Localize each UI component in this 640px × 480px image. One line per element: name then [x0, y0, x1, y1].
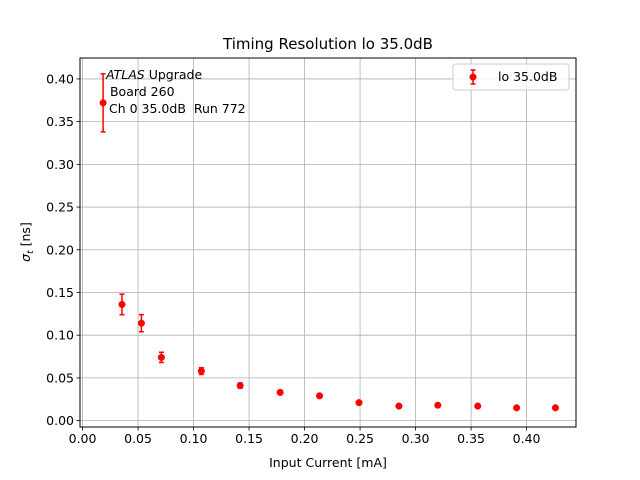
y-axis-label-unit: [ns] — [18, 222, 33, 250]
data-point — [236, 382, 244, 390]
annotation-line-1: ATLAS Upgrade — [105, 67, 202, 82]
annotation-upgrade: Upgrade — [145, 67, 203, 82]
data-point — [99, 99, 107, 107]
annotation: ATLAS Upgrade Board 260 Ch 0 35.0dB Run … — [105, 67, 246, 116]
x-tick-label: 0.10 — [180, 431, 208, 446]
x-tick-label: 0.25 — [346, 431, 374, 446]
data-point — [551, 404, 560, 412]
x-axis-label: Input Current [mA] — [269, 455, 387, 470]
x-tick-label: 0.05 — [124, 431, 152, 446]
data-point — [157, 353, 165, 361]
data-point — [395, 402, 403, 410]
y-axis-label: σt [ns] — [18, 222, 36, 262]
data-point — [197, 367, 205, 375]
x-tick-label: 0.30 — [402, 431, 430, 446]
y-axis: 0.00 0.05 0.10 0.15 0.20 0.25 0.30 0.35 0.40 — [46, 71, 80, 428]
annotation-line-2: Board 260 — [106, 84, 175, 99]
x-tick-label: 0.20 — [291, 431, 319, 446]
y-axis-label-symbol: σ — [18, 253, 33, 262]
y-tick-label: 0.30 — [46, 157, 74, 172]
grid — [80, 58, 576, 427]
y-tick-label: 0.00 — [46, 413, 74, 428]
x-tick-label: 0.00 — [69, 431, 97, 446]
x-tick-label: 0.35 — [457, 431, 485, 446]
data-point — [355, 399, 363, 407]
x-tick-label: 0.40 — [513, 431, 541, 446]
x-axis: 0.00 0.05 0.10 0.15 0.20 0.25 0.30 0.35 0.40 — [69, 427, 541, 446]
legend-label: lo 35.0dB — [498, 69, 557, 84]
data-series — [99, 73, 560, 412]
data-point — [118, 300, 126, 308]
y-tick-label: 0.10 — [46, 328, 74, 343]
legend-marker — [469, 69, 477, 85]
legend: lo 35.0dB — [452, 63, 570, 91]
data-point — [474, 402, 482, 410]
annotation-line-3: Ch 0 35.0dB Run 772 — [109, 101, 246, 116]
y-tick-label: 0.40 — [46, 71, 74, 86]
data-point — [276, 388, 284, 396]
y-tick-label: 0.15 — [46, 285, 74, 300]
data-point — [137, 319, 145, 327]
legend-point — [469, 73, 477, 81]
y-tick-label: 0.35 — [46, 114, 74, 129]
legend-box — [452, 63, 570, 91]
y-tick-label: 0.25 — [46, 200, 74, 215]
data-point — [316, 392, 324, 400]
data-point — [434, 401, 442, 409]
plot-frame — [79, 57, 577, 428]
data-point — [513, 404, 521, 412]
annotation-atlas: ATLAS — [105, 67, 145, 82]
x-tick-label: 0.15 — [235, 431, 263, 446]
y-tick-label: 0.05 — [46, 370, 74, 385]
y-tick-label: 0.20 — [46, 242, 74, 257]
chart-title: Timing Resolution lo 35.0dB — [222, 35, 433, 53]
y-axis-label-subscript: t — [26, 250, 36, 254]
